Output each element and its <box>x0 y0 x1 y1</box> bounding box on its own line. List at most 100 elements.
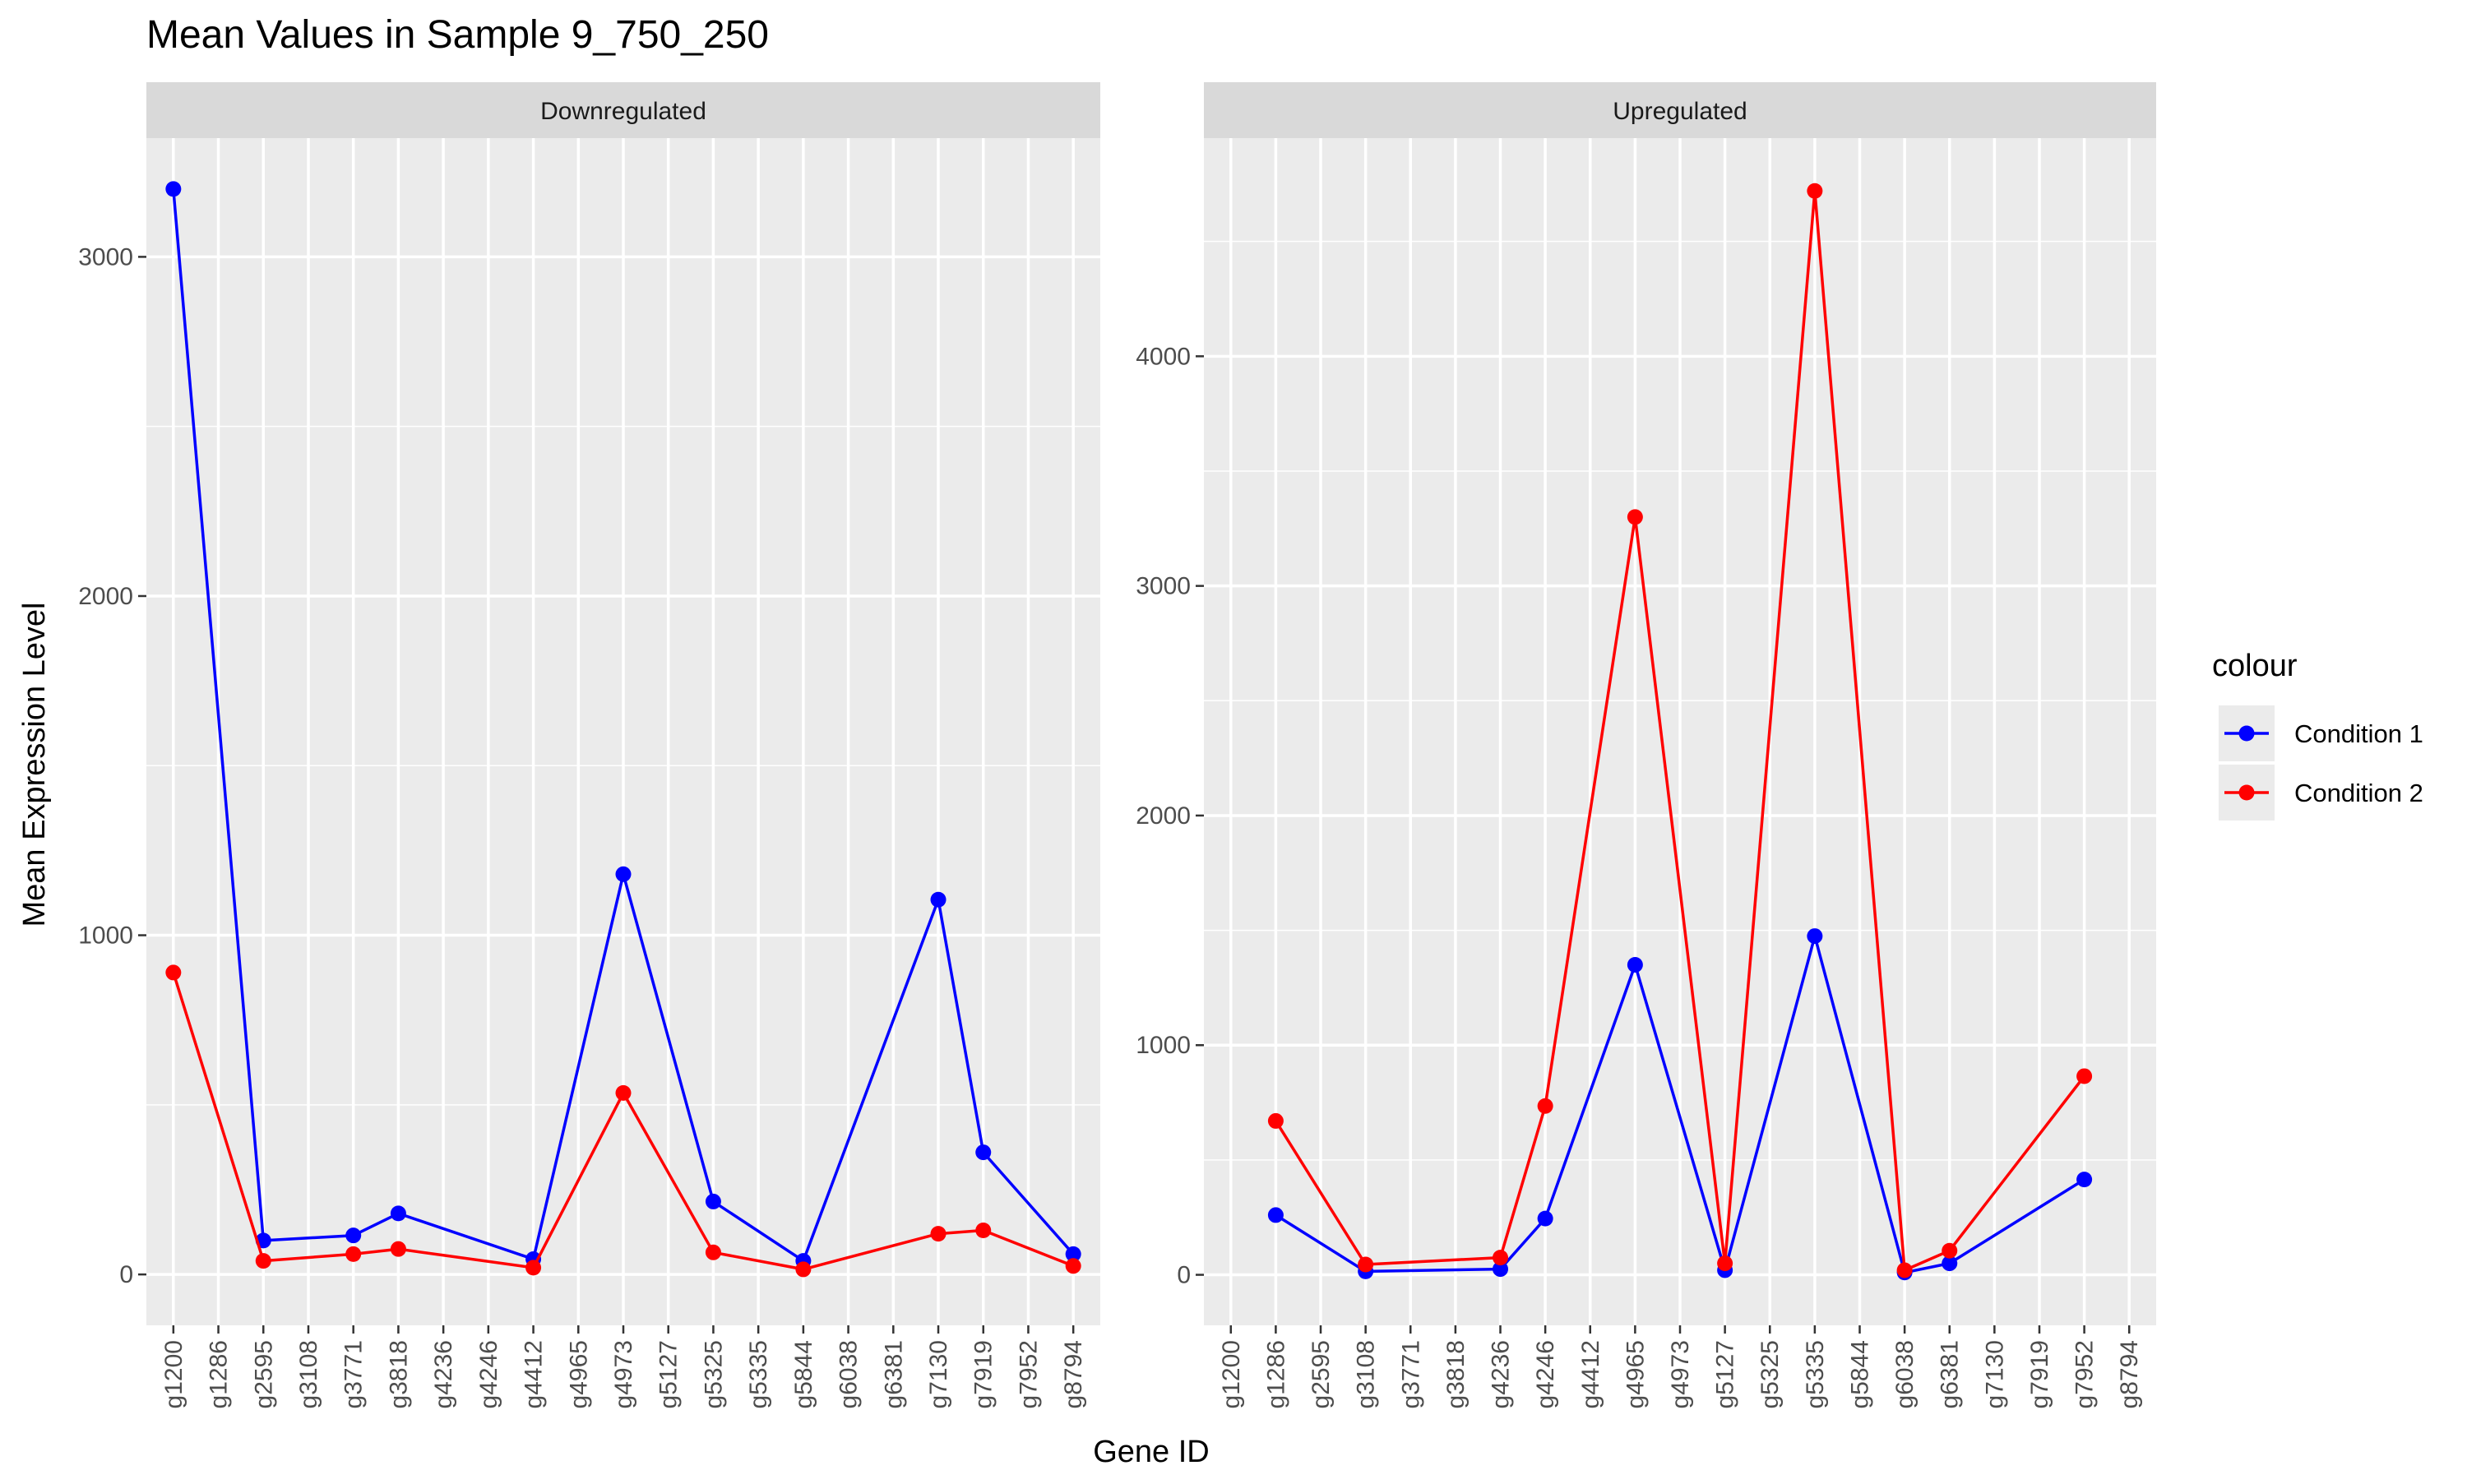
x-tick-label: g3108 <box>295 1340 322 1408</box>
series-line-condition-1 <box>1275 934 2085 1274</box>
data-point <box>975 1144 992 1161</box>
data-point <box>930 891 947 908</box>
x-tick-label: g2595 <box>250 1340 277 1408</box>
data-point <box>1942 1242 1958 1259</box>
y-tick-label: 2000 <box>1136 802 1191 830</box>
panels: Downregulated 0 1000 2000 3000 g1200 g1286 g259… <box>78 82 2156 1408</box>
chart-title: Mean Values in Sample 9_750_250 <box>146 13 769 57</box>
y-tick-label: 3000 <box>78 243 133 270</box>
legend-key-point <box>2238 725 2255 742</box>
data-point <box>795 1261 812 1278</box>
data-point <box>705 1244 721 1260</box>
x-tick-label: g3818 <box>385 1340 412 1408</box>
legend: colour Condition 1 Condition 2 <box>2212 649 2423 821</box>
y-tick-label: 4000 <box>1136 343 1191 370</box>
data-point <box>2076 1068 2093 1084</box>
x-tick-label: g5325 <box>700 1340 727 1408</box>
legend-key-point <box>2238 784 2255 801</box>
data-point <box>615 1084 632 1101</box>
x-tick-label: g7919 <box>2026 1340 2053 1408</box>
x-tick-label: g4236 <box>1488 1340 1515 1408</box>
data-point <box>1942 1255 1958 1272</box>
x-tick-label: g3771 <box>340 1340 368 1408</box>
data-point <box>255 1253 271 1269</box>
x-axis-label: Gene ID <box>1093 1435 1210 1469</box>
x-tick-label: g4412 <box>1577 1340 1604 1408</box>
x-tick-label: g4236 <box>430 1340 457 1408</box>
legend-title: colour <box>2212 649 2298 683</box>
facet-strip <box>146 82 1100 138</box>
data-point <box>1267 1207 1284 1223</box>
x-tick-label: g4412 <box>521 1340 548 1408</box>
x-tick-label: g7952 <box>1015 1340 1042 1408</box>
panel-upregulated: Upregulated 0 1000 2000 3000 4000 g1200 g1286 g2… <box>1136 82 2156 1408</box>
data-point <box>615 866 632 882</box>
x-tick-label: g6038 <box>835 1340 863 1408</box>
x-tick-label: g7130 <box>1981 1340 2008 1408</box>
data-point <box>1717 1255 1733 1272</box>
x-tick-label: g1286 <box>206 1340 233 1408</box>
data-point <box>1493 1250 1509 1266</box>
x-tick-label: g5335 <box>1802 1340 1829 1408</box>
x-tick-label: g7919 <box>970 1340 997 1408</box>
data-point <box>705 1193 721 1209</box>
legend-label: Condition 1 <box>2294 719 2423 748</box>
data-point <box>1627 956 1643 973</box>
x-tick-label: g1200 <box>1218 1340 1245 1408</box>
series-line-condition-2 <box>1274 189 2085 1272</box>
x-tick-label: g1200 <box>160 1340 187 1408</box>
data-point <box>1537 1210 1553 1227</box>
data-point <box>1065 1258 1081 1274</box>
x-tick-label: g7952 <box>2071 1340 2099 1408</box>
data-point <box>2076 1172 2093 1188</box>
facet-label: Downregulated <box>540 98 706 125</box>
panel-downregulated: Downregulated 0 1000 2000 3000 g1200 g1286 g259… <box>78 82 1100 1408</box>
data-point <box>165 181 182 197</box>
x-tick-label: g5844 <box>1846 1340 1873 1408</box>
x-tick-label: g5325 <box>1757 1340 1784 1408</box>
data-point <box>1065 1246 1081 1262</box>
data-point <box>1896 1262 1913 1278</box>
x-tick-label: g3818 <box>1442 1340 1470 1408</box>
legend-label: Condition 2 <box>2294 779 2423 807</box>
data-point <box>1537 1098 1553 1114</box>
x-tick-label: g3771 <box>1397 1340 1424 1408</box>
x-tick-label: g4973 <box>610 1340 637 1408</box>
x-tick-label: g5127 <box>1712 1340 1739 1408</box>
y-tick-label: 1000 <box>1136 1032 1191 1059</box>
data-point <box>930 1226 947 1242</box>
x-tick-label: g6038 <box>1891 1340 1919 1408</box>
x-tick-label: g8794 <box>2116 1340 2143 1408</box>
x-tick-label: g6381 <box>880 1340 907 1408</box>
y-tick-label: 3000 <box>1136 573 1191 600</box>
x-tick-label: g4246 <box>475 1340 502 1408</box>
x-tick-label: g5335 <box>745 1340 772 1408</box>
data-point <box>1493 1261 1509 1278</box>
data-point <box>390 1241 406 1257</box>
x-tick-label: g5844 <box>790 1340 817 1408</box>
x-tick-label: g4973 <box>1667 1340 1694 1408</box>
x-tick-label: g2595 <box>1308 1340 1335 1408</box>
x-tick-label: g5127 <box>655 1340 683 1408</box>
data-point <box>165 964 182 981</box>
x-tick-label: g1286 <box>1262 1340 1289 1408</box>
x-tick-label: g4965 <box>1622 1340 1649 1408</box>
y-axis-label: Mean Expression Level <box>17 603 52 927</box>
data-point <box>1627 509 1643 525</box>
data-point <box>1807 183 1823 199</box>
data-point <box>345 1246 362 1262</box>
data-point <box>1267 1112 1284 1129</box>
y-tick-label: 2000 <box>78 583 133 610</box>
data-point <box>1807 928 1823 945</box>
facet-strip <box>1204 82 2156 138</box>
data-point <box>975 1222 992 1238</box>
data-point <box>390 1205 406 1222</box>
data-point <box>345 1227 362 1244</box>
x-tick-label: g8794 <box>1060 1340 1087 1408</box>
data-point <box>1358 1256 1374 1273</box>
data-point <box>525 1260 542 1276</box>
x-tick-label: g4246 <box>1532 1340 1559 1408</box>
facet-label: Upregulated <box>1613 98 1747 125</box>
